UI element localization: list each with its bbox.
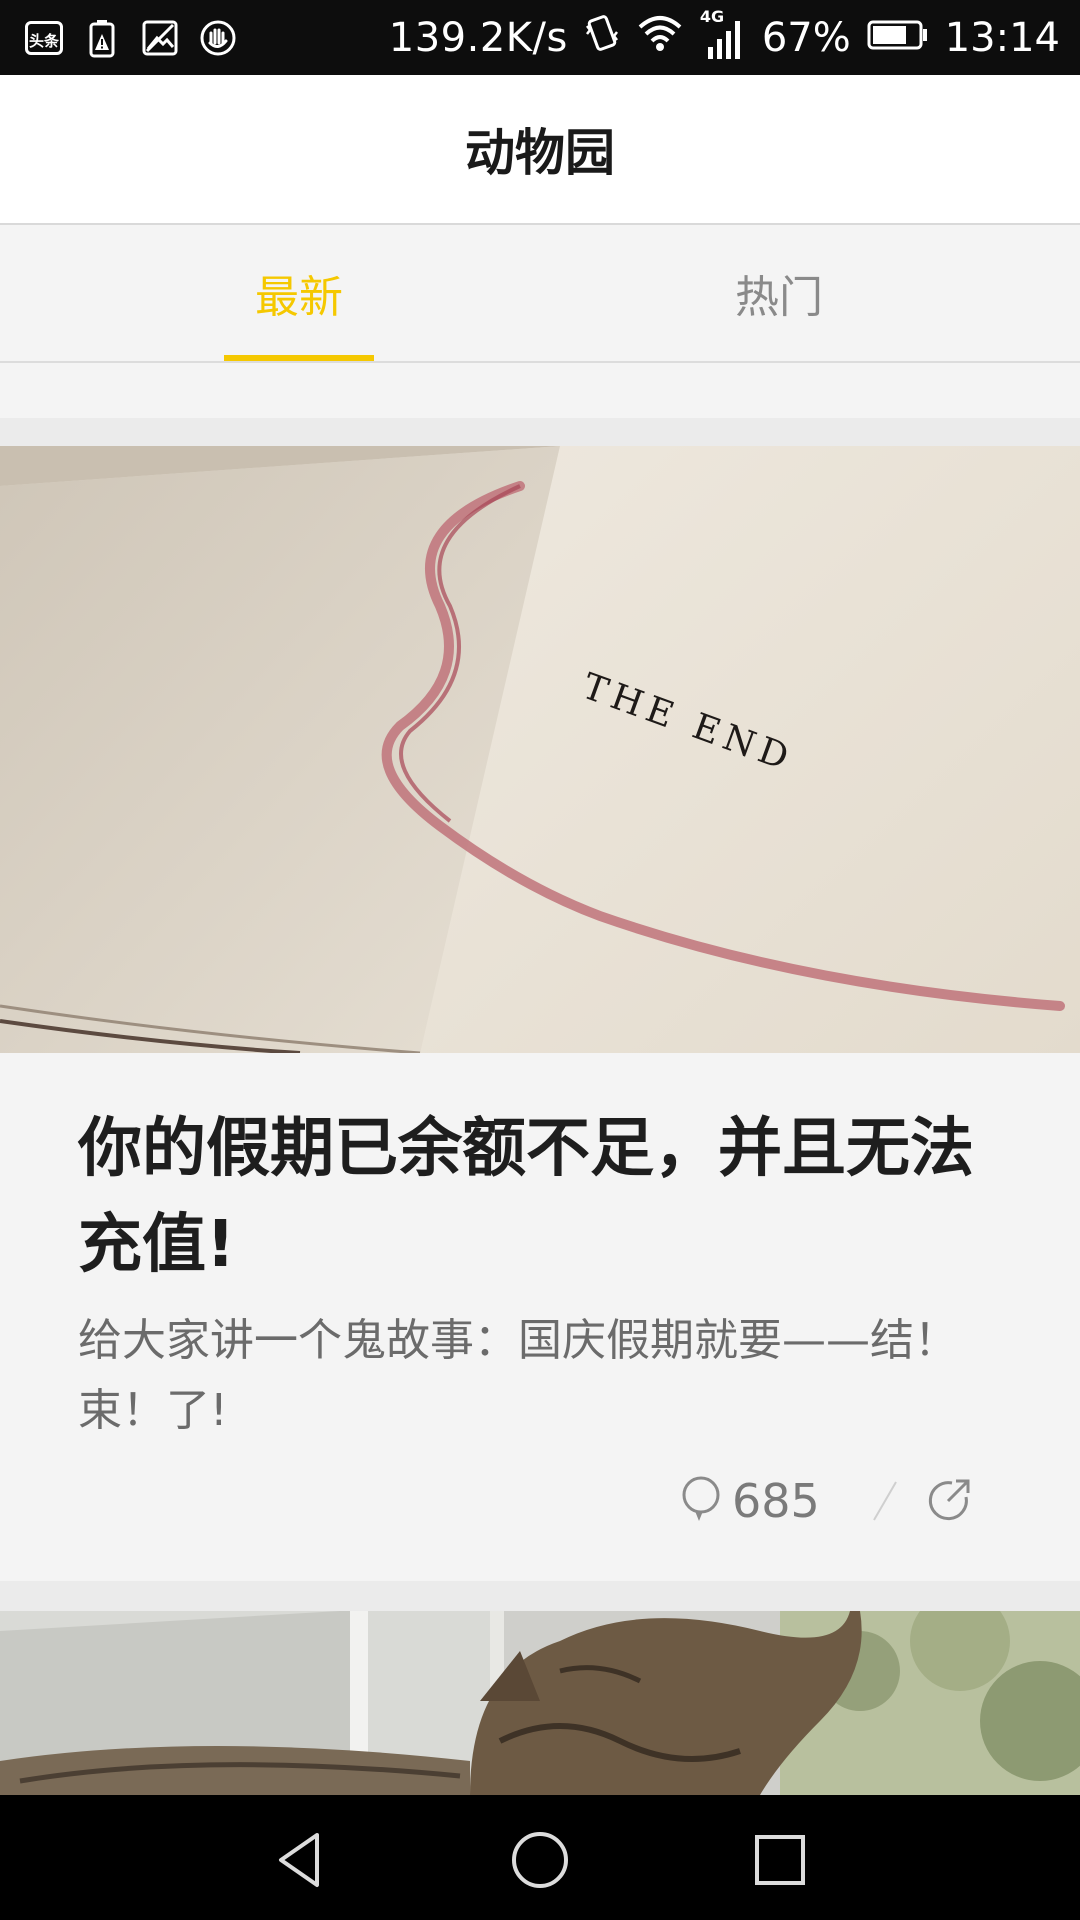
back-button[interactable] (265, 1825, 335, 1895)
hand-stop-icon (198, 18, 238, 58)
tab-bar: 最新 热门 (0, 225, 1080, 363)
cellular-signal-icon: 4G (700, 7, 746, 61)
status-bar: 头条 139.2K/s (0, 0, 1080, 75)
tab-latest[interactable]: 最新 (255, 272, 343, 323)
recent-apps-button[interactable] (745, 1825, 815, 1895)
battery-warning-icon (82, 18, 122, 58)
clock: 13:14 (944, 14, 1060, 61)
title-bar: 动物园 (0, 75, 1080, 225)
article-cover-image[interactable] (0, 1611, 1080, 1795)
home-button[interactable] (505, 1825, 575, 1895)
tab-hot[interactable]: 热门 (735, 272, 823, 323)
article-title[interactable]: 你的假期已余额不足，并且无法充值! (78, 1112, 974, 1282)
image-icon (140, 18, 180, 58)
comment-icon[interactable] (680, 1475, 722, 1527)
vibrate-icon (584, 12, 620, 64)
article-cover-image[interactable]: THE END (0, 446, 1080, 1053)
article-actions: 685 (680, 1471, 972, 1531)
battery-percent: 67% (761, 14, 851, 61)
wifi-icon (636, 13, 684, 63)
feed-separator (0, 1581, 1080, 1611)
action-divider (872, 1481, 897, 1521)
article-card[interactable]: THE END 你的假期已余额不足，并且无法充值! 给大家讲一个鬼故事：国庆假期… (0, 446, 1080, 1581)
navigation-bar (0, 1795, 1080, 1920)
article-summary: 给大家讲一个鬼故事：国庆假期就要——结！束！了! (78, 1315, 958, 1436)
recent-square-icon (755, 1835, 805, 1885)
network-speed: 139.2K/s (388, 14, 568, 61)
home-circle-icon (512, 1832, 568, 1888)
comment-count[interactable]: 685 (732, 1474, 820, 1528)
share-icon[interactable] (928, 1477, 972, 1525)
back-triangle-icon (279, 1833, 319, 1887)
feed-separator (0, 418, 1080, 446)
toutiao-notification-icon: 头条 (24, 18, 64, 58)
battery-icon (867, 15, 929, 61)
active-tab-indicator (224, 355, 374, 361)
page-title: 动物园 (465, 124, 615, 182)
